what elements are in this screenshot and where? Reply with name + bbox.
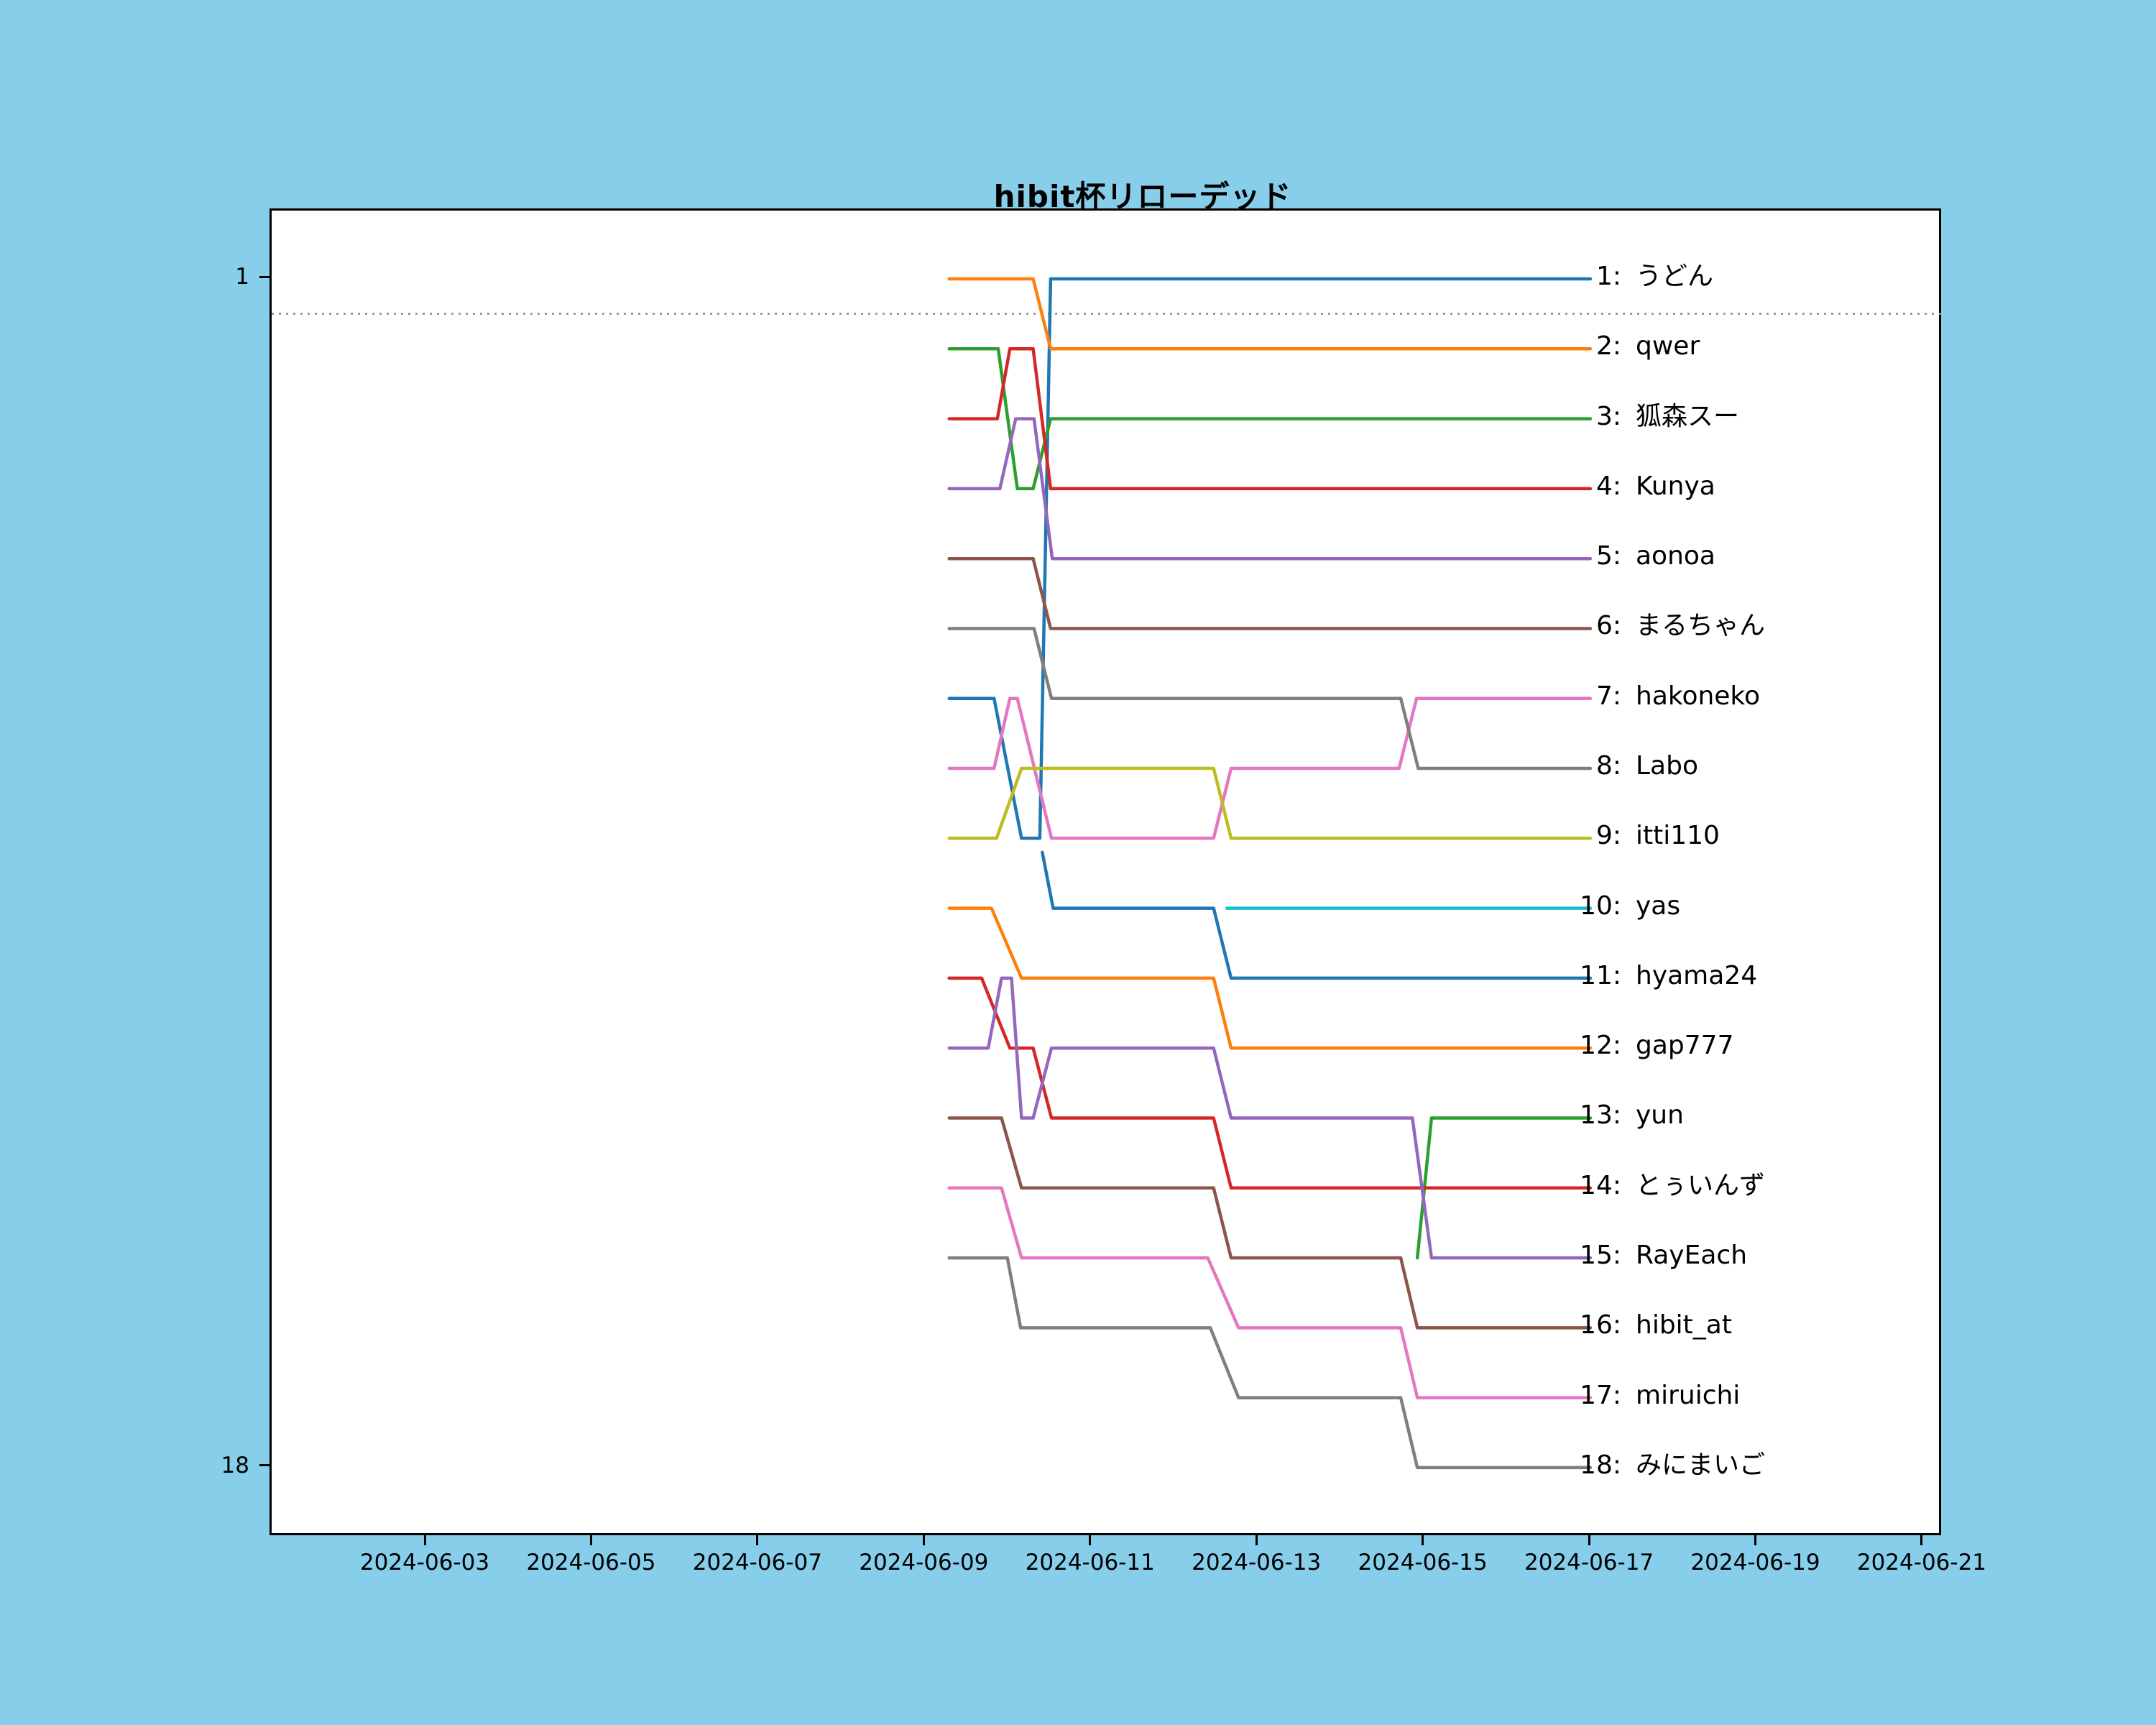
rank-label-number: 10: — [1580, 891, 1621, 921]
rank-line-うどん — [947, 277, 1593, 840]
x-tick-mark — [1422, 1535, 1424, 1545]
x-tick-mark — [423, 1535, 426, 1545]
rank-label-8: 8: Labo — [1580, 749, 1698, 783]
rank-label-number: 6: — [1595, 611, 1621, 641]
rank-label-name: Kunya — [1636, 471, 1715, 501]
y-tick-mark — [259, 1464, 270, 1467]
rank-line-狐森スー — [947, 347, 1593, 491]
rank-label-10: 10: yas — [1580, 889, 1680, 924]
x-tick-label: 2024-06-11 — [1025, 1550, 1155, 1576]
rank-label-13: 13: yun — [1580, 1098, 1684, 1133]
rank-line-とぅいんず — [947, 976, 1593, 1190]
rank-label-name: hyama24 — [1636, 960, 1758, 990]
chart-svg — [272, 277, 1943, 1470]
rank-label-name: Labo — [1636, 751, 1698, 781]
rank-label-number: 2: — [1595, 331, 1621, 362]
x-tick-mark — [1754, 1535, 1757, 1545]
rank-label-name: hibit_at — [1636, 1310, 1732, 1340]
x-tick-label: 2024-06-15 — [1358, 1550, 1488, 1576]
x-tick-label: 2024-06-03 — [359, 1550, 490, 1576]
rank-label-name: 狐森スー — [1636, 401, 1740, 431]
rank-label-17: 17: miruichi — [1580, 1379, 1740, 1413]
rank-label-1: 1: うどん — [1580, 259, 1713, 294]
rank-line-yun — [1415, 1116, 1593, 1260]
rank-label-name: みにまいご — [1636, 1450, 1766, 1480]
rank-label-name: うどん — [1636, 262, 1714, 291]
rank-label-number: 7: — [1595, 681, 1621, 711]
rank-label-6: 6: まるちゃん — [1580, 609, 1765, 643]
y-tick-label: 18 — [221, 1452, 249, 1478]
rank-label-number: 1: — [1595, 262, 1621, 291]
y-tick-mark — [259, 275, 270, 278]
rank-line-miruichi — [947, 1186, 1593, 1399]
rank-label-name: yun — [1636, 1100, 1684, 1131]
rank-label-number: 3: — [1595, 401, 1621, 431]
x-tick-label: 2024-06-19 — [1690, 1550, 1820, 1576]
rank-line-Labo — [947, 627, 1593, 770]
rank-line-qwer — [947, 277, 1593, 351]
rank-line-hyama24 — [1041, 850, 1593, 980]
x-tick-mark — [922, 1535, 925, 1545]
rank-label-number: 12: — [1580, 1031, 1621, 1061]
rank-line-hibit_at — [947, 1116, 1593, 1330]
chart-title: hibit杯リローデッド — [993, 179, 1292, 215]
rank-line-itti110 — [947, 766, 1593, 840]
rank-label-number: 9: — [1595, 821, 1621, 851]
x-tick-mark — [1255, 1535, 1258, 1545]
rank-label-3: 3: 狐森スー — [1580, 400, 1739, 434]
x-tick-mark — [1089, 1535, 1092, 1545]
rank-line-みにまいご — [947, 1256, 1593, 1470]
rank-label-name: hakoneko — [1636, 681, 1761, 711]
rank-label-name: とぅいんず — [1636, 1170, 1766, 1200]
rank-label-name: gap777 — [1636, 1031, 1734, 1061]
rank-label-16: 16: hibit_at — [1580, 1308, 1732, 1343]
rank-label-number: 17: — [1580, 1380, 1621, 1410]
rank-label-name: qwer — [1636, 331, 1700, 362]
rank-label-number: 13: — [1580, 1100, 1621, 1131]
rank-label-4: 4: Kunya — [1580, 469, 1715, 504]
rank-label-number: 14: — [1580, 1170, 1621, 1200]
x-tick-label: 2024-06-21 — [1856, 1550, 1987, 1576]
rank-label-number: 5: — [1595, 541, 1621, 571]
rank-label-5: 5: aonoa — [1580, 539, 1715, 574]
y-tick-label: 1 — [235, 264, 249, 290]
rank-line-Kunya — [947, 347, 1593, 491]
rank-label-number: 4: — [1595, 471, 1621, 501]
rank-label-name: まるちゃん — [1636, 611, 1766, 641]
rank-label-12: 12: gap777 — [1580, 1029, 1733, 1063]
rank-label-14: 14: とぅいんず — [1580, 1169, 1765, 1203]
rank-label-name: yas — [1636, 891, 1681, 921]
rank-label-9: 9: itti110 — [1580, 819, 1720, 853]
rank-label-7: 7: hakoneko — [1580, 679, 1760, 714]
rank-label-name: miruichi — [1636, 1380, 1741, 1410]
rank-label-2: 2: qwer — [1580, 329, 1700, 364]
rank-label-name: aonoa — [1636, 541, 1715, 571]
x-tick-mark — [756, 1535, 759, 1545]
rank-line-RayEach — [947, 976, 1593, 1260]
rank-label-number: 11: — [1580, 960, 1621, 990]
x-tick-label: 2024-06-09 — [859, 1550, 989, 1576]
rank-label-number: 15: — [1580, 1241, 1621, 1271]
rank-label-number: 8: — [1595, 751, 1621, 781]
rank-label-15: 15: RayEach — [1580, 1238, 1747, 1273]
x-tick-mark — [1920, 1535, 1923, 1545]
plot-area — [270, 208, 1943, 1535]
x-tick-mark — [589, 1535, 592, 1545]
rank-line-aonoa — [947, 417, 1593, 561]
x-tick-mark — [1588, 1535, 1590, 1545]
rank-line-まるちゃん — [947, 556, 1593, 630]
rank-label-11: 11: hyama24 — [1580, 959, 1757, 993]
rank-label-number: 18: — [1580, 1450, 1621, 1480]
x-tick-label: 2024-06-13 — [1192, 1550, 1322, 1576]
rank-label-name: RayEach — [1636, 1241, 1748, 1271]
x-tick-label: 2024-06-05 — [526, 1550, 656, 1576]
rank-label-18: 18: みにまいご — [1580, 1448, 1765, 1483]
x-tick-label: 2024-06-17 — [1524, 1550, 1654, 1576]
x-tick-label: 2024-06-07 — [692, 1550, 822, 1576]
rank-label-number: 16: — [1580, 1310, 1621, 1340]
rank-label-name: itti110 — [1636, 821, 1720, 851]
rank-line-gap777 — [947, 906, 1593, 1050]
